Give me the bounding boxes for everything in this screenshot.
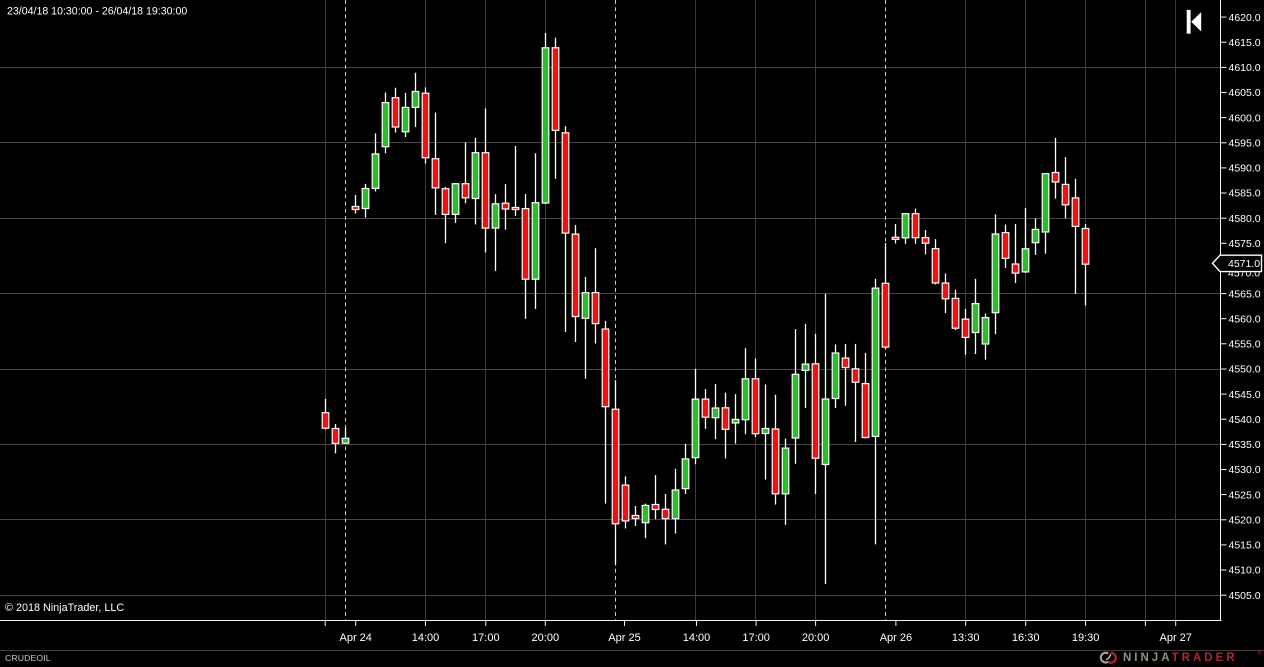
svg-text:CRUDEOIL: CRUDEOIL (5, 653, 51, 663)
svg-text:Apr 24: Apr 24 (339, 632, 371, 644)
svg-text:NINJATRADER: NINJATRADER (1123, 652, 1238, 664)
svg-text:23/04/18 10:30:00 - 26/04/18 1: 23/04/18 10:30:00 - 26/04/18 19:30:00 (7, 6, 187, 18)
svg-text:4525.0: 4525.0 (1229, 489, 1261, 501)
svg-text:Apr 27: Apr 27 (1159, 632, 1191, 644)
svg-text:4505.0: 4505.0 (1229, 590, 1261, 602)
svg-text:17:00: 17:00 (742, 632, 770, 644)
svg-text:Apr 25: Apr 25 (608, 632, 640, 644)
svg-text:13:30: 13:30 (952, 632, 980, 644)
svg-text:© 2018 NinjaTrader, LLC: © 2018 NinjaTrader, LLC (5, 602, 124, 614)
svg-text:20:00: 20:00 (802, 632, 830, 644)
svg-text:4605.0: 4605.0 (1229, 87, 1261, 99)
svg-text:4515.0: 4515.0 (1229, 540, 1261, 552)
svg-text:4571.0: 4571.0 (1228, 258, 1260, 270)
svg-text:17:00: 17:00 (472, 632, 500, 644)
svg-text:4600.0: 4600.0 (1229, 112, 1261, 124)
svg-text:4545.0: 4545.0 (1229, 389, 1261, 401)
svg-text:4580.0: 4580.0 (1229, 213, 1261, 225)
svg-text:4530.0: 4530.0 (1229, 464, 1261, 476)
svg-text:4610.0: 4610.0 (1229, 62, 1261, 74)
svg-text:4590.0: 4590.0 (1229, 163, 1261, 175)
svg-text:20:00: 20:00 (532, 632, 560, 644)
svg-text:4565.0: 4565.0 (1229, 288, 1261, 300)
svg-text:4615.0: 4615.0 (1229, 37, 1261, 49)
svg-text:16:30: 16:30 (1012, 632, 1040, 644)
svg-text:4570.0: 4570.0 (1228, 267, 1260, 279)
svg-text:4585.0: 4585.0 (1229, 188, 1261, 200)
svg-text:19:30: 19:30 (1072, 632, 1100, 644)
svg-text:4550.0: 4550.0 (1229, 364, 1261, 376)
svg-text:4520.0: 4520.0 (1229, 515, 1261, 527)
svg-text:4555.0: 4555.0 (1229, 339, 1261, 351)
svg-text:4540.0: 4540.0 (1229, 414, 1261, 426)
svg-text:4510.0: 4510.0 (1229, 565, 1261, 577)
svg-text:4620.0: 4620.0 (1229, 12, 1261, 24)
svg-text:®: ® (1258, 650, 1262, 657)
svg-text:4595.0: 4595.0 (1229, 138, 1261, 150)
svg-text:14:00: 14:00 (683, 632, 711, 644)
svg-text:4560.0: 4560.0 (1229, 313, 1261, 325)
svg-text:4535.0: 4535.0 (1229, 439, 1261, 451)
svg-text:14:00: 14:00 (412, 632, 440, 644)
svg-text:Apr 26: Apr 26 (880, 632, 912, 644)
svg-text:4575.0: 4575.0 (1229, 238, 1261, 250)
